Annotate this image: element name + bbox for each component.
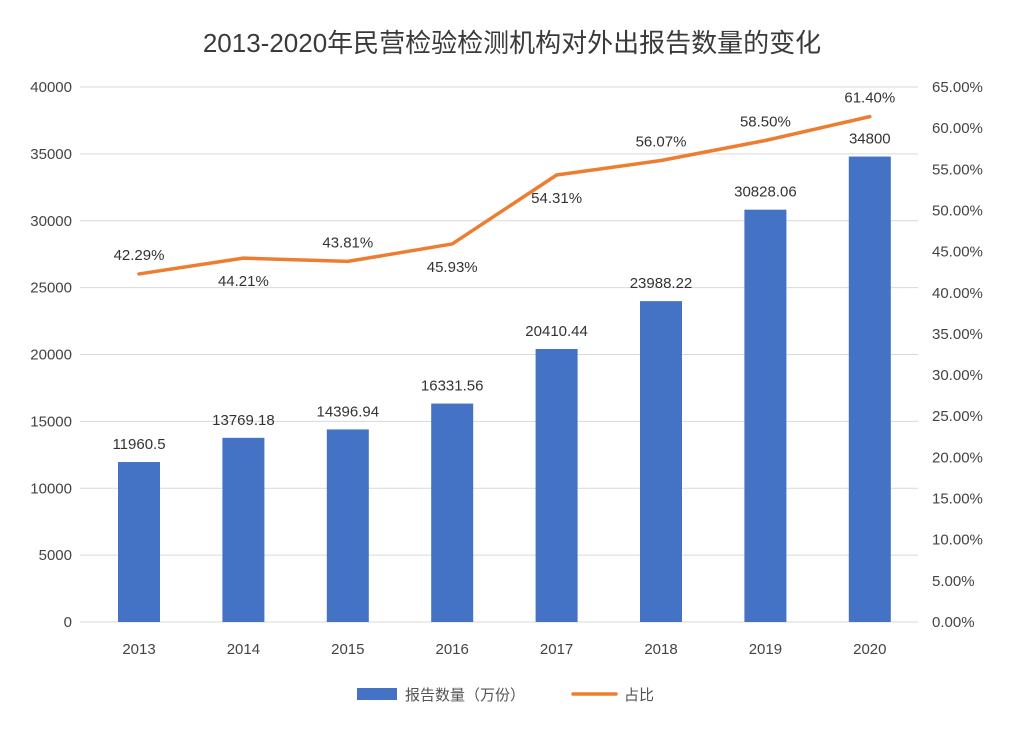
bar [744,209,787,623]
left-axis-tick-label: 15000 [30,413,72,430]
bar-data-label: 34800 [849,131,891,148]
right-axis-tick-label: 0.00% [932,614,975,631]
line-data-label: 54.31% [531,190,582,207]
x-axis-tick-label: 2020 [853,641,886,658]
right-axis-tick-label: 15.00% [932,491,983,508]
bar-data-label: 14396.94 [317,403,380,420]
left-axis-tick-label: 5000 [39,547,72,564]
x-axis-tick-label: 2014 [227,641,260,658]
left-axis-tick-label: 20000 [30,347,72,364]
right-axis-ticks: 0.00% 5.00% 10.00% 15.00% 20.00% 25.00% 30.00%… [932,79,983,631]
right-axis-tick-label: 60.00% [932,120,983,137]
right-axis-tick-label: 55.00% [932,161,983,178]
right-axis-tick-label: 10.00% [932,532,983,549]
line-data-label: 56.07% [636,134,687,151]
x-axis-ticks: 2013 2014 2015 2016 2017 2018 2019 2020 [122,641,886,658]
bar-data-label: 16331.56 [421,378,484,395]
x-axis-tick-label: 2013 [122,641,155,658]
x-axis-tick-label: 2018 [644,641,677,658]
left-axis-ticks: 0 5000 10000 15000 20000 25000 30000 35000 40000 [30,79,72,631]
line-data-label: 45.93% [427,259,478,276]
bar-data-label: 30828.06 [734,184,797,201]
left-axis-tick-label: 40000 [30,79,72,96]
right-axis-tick-label: 30.00% [932,367,983,384]
bar-data-label: 11960.5 [112,436,165,453]
right-axis-tick-label: 35.00% [932,326,983,343]
left-axis-tick-label: 30000 [30,213,72,230]
legend: 报告数量（万份） 占比 [357,687,654,704]
left-axis-tick-label: 10000 [30,480,72,497]
right-axis-tick-label: 65.00% [932,79,983,96]
line-data-label: 58.50% [740,114,791,131]
line-series: 42.29% 44.21% 43.81% 45.93% 54.31% 56.07% 58.5… [114,90,896,290]
right-axis-tick-label: 40.00% [932,285,983,302]
bar-data-label: 23988.22 [630,275,693,292]
left-axis-tick-label: 35000 [30,146,72,163]
bar-data-label: 20410.44 [525,323,588,340]
line-data-label: 61.40% [844,90,895,107]
bar [222,437,265,622]
right-axis-tick-label: 25.00% [932,408,983,425]
chart-title: 2013-2020年民营检验检测机构对外出报告数量的变化 [203,28,821,58]
x-axis-tick-label: 2017 [540,641,573,658]
right-axis-tick-label: 50.00% [932,202,983,219]
line-data-label: 43.81% [322,234,373,251]
bar [326,429,369,622]
right-axis-tick-label: 45.00% [932,244,983,261]
right-axis-tick-label: 20.00% [932,449,983,466]
bar-series: 11960.5 13769.18 14396.94 16331.56 20410.44 2… [112,131,891,623]
x-axis-tick-label: 2019 [749,641,782,658]
x-axis-tick-label: 2015 [331,641,364,658]
right-axis-tick-label: 5.00% [932,573,975,590]
gridlines [80,86,918,623]
bar [431,403,474,622]
bar [848,156,891,623]
bar-data-label: 13769.18 [212,412,275,429]
x-axis-tick-label: 2016 [436,641,469,658]
legend-bar-swatch [357,688,397,700]
bar [118,462,160,622]
bar [640,301,682,622]
left-axis-tick-label: 0 [64,614,72,631]
legend-bar-label: 报告数量（万份） [405,687,525,704]
line-path [137,114,872,276]
line-data-label: 42.29% [114,247,165,264]
legend-line-label: 占比 [624,687,654,704]
line-data-label: 44.21% [218,273,269,290]
bar [535,349,578,622]
left-axis-tick-label: 25000 [30,280,72,297]
